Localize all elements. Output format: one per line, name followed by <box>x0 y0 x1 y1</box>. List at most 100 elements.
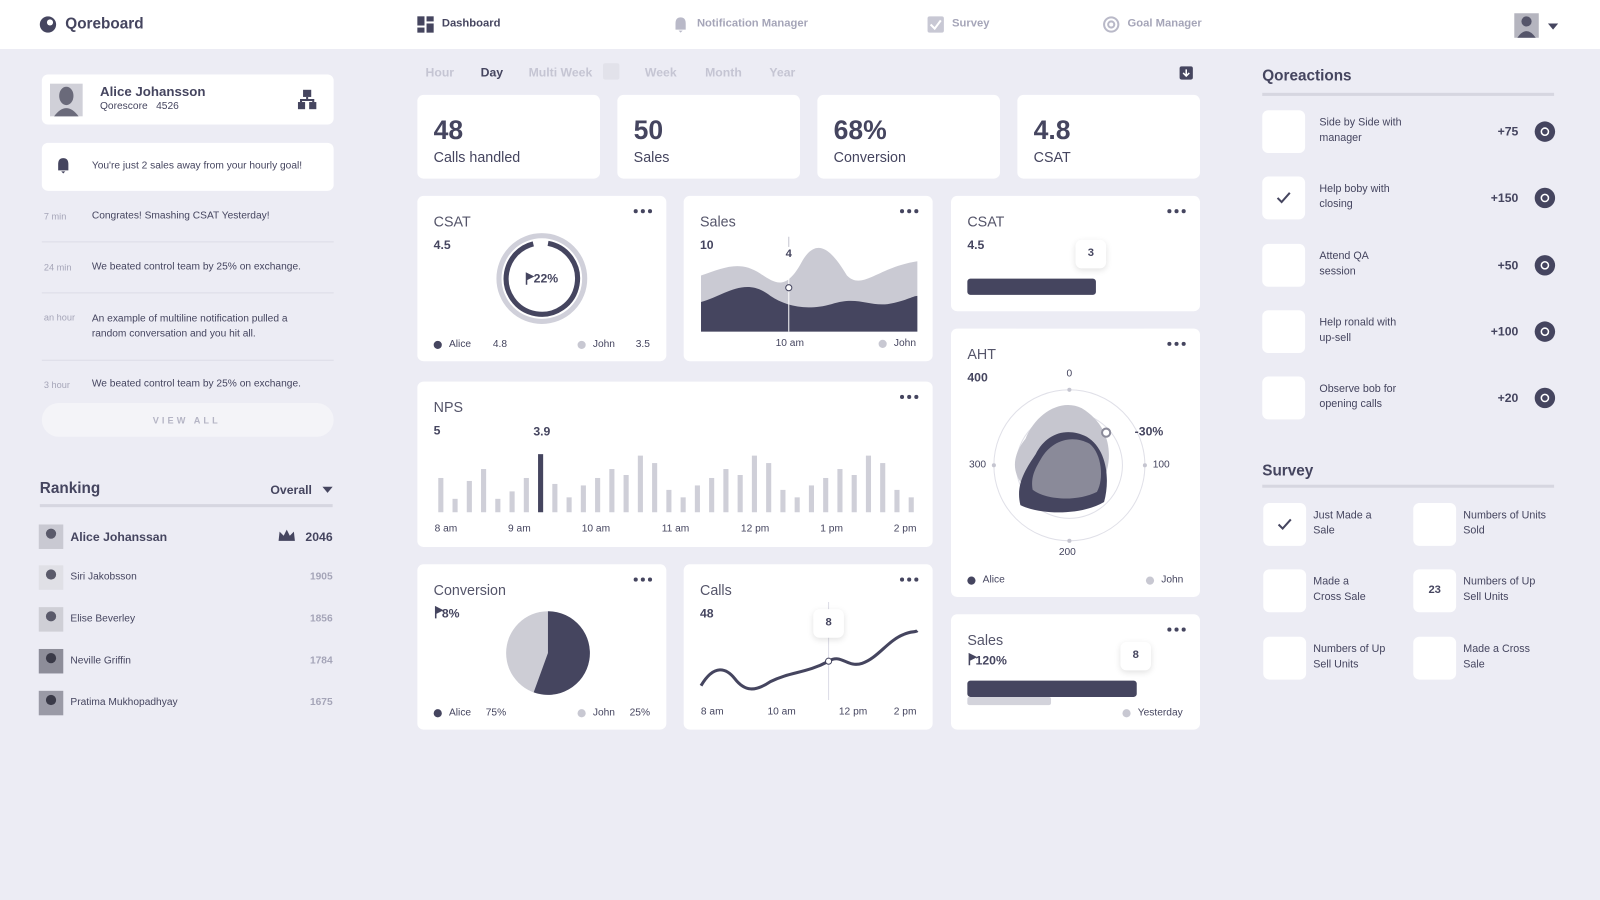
more-button[interactable] <box>899 577 919 584</box>
x-label: 8 am <box>434 523 458 535</box>
qoreaction-points: +75 <box>1497 124 1519 139</box>
kpi-label: Conversion <box>833 148 906 165</box>
x-label: 11 am <box>661 523 690 535</box>
marker-label: 4 <box>785 248 792 261</box>
more-dot <box>640 577 645 582</box>
highlight-label: 3.9 <box>533 424 551 439</box>
tab[interactable]: Year <box>769 65 796 80</box>
survey-checkbox[interactable] <box>1263 503 1307 546</box>
more-button[interactable] <box>633 577 653 584</box>
qoreaction-checkbox[interactable] <box>1262 243 1306 287</box>
more-button[interactable] <box>899 209 919 215</box>
survey-value: 23 <box>1428 584 1441 597</box>
widget-value: 10 <box>699 237 714 252</box>
widget-card <box>417 381 933 547</box>
qoreaction-text: Help boby with closing <box>1319 182 1390 211</box>
legend-value: 75% <box>485 707 507 719</box>
widget-title: NPS <box>433 398 464 415</box>
more-button[interactable] <box>1167 209 1186 215</box>
view-all-label[interactable]: VIEW ALL <box>152 414 221 426</box>
view-all-button[interactable] <box>41 403 334 437</box>
x-label: 1 pm <box>820 523 843 535</box>
widget-title: Sales <box>699 212 736 230</box>
rank-name: Elise Beverley <box>70 613 136 625</box>
widget-value: 5 <box>433 423 441 438</box>
survey-checkbox[interactable] <box>1263 569 1307 613</box>
nav-item[interactable]: Notification Manager <box>696 17 808 30</box>
legend-name: John <box>592 707 615 719</box>
survey-checkbox[interactable] <box>1413 569 1457 613</box>
x-label: 2 pm <box>893 523 917 535</box>
qoreaction-checkbox[interactable] <box>1262 376 1306 420</box>
x-label: 10 am <box>775 337 804 349</box>
more-dot <box>1181 341 1186 346</box>
more-dot <box>914 394 919 399</box>
marker-label: 8 <box>825 616 832 629</box>
survey-checkbox[interactable] <box>1413 503 1457 546</box>
legend-value: 4.8 <box>492 338 508 350</box>
survey-underline <box>1262 484 1555 488</box>
q-glyph <box>1540 127 1550 136</box>
q-button <box>1534 187 1556 209</box>
x-label: 12 pm <box>838 706 868 718</box>
tab[interactable]: Hour <box>425 65 455 80</box>
qoreaction-checkbox[interactable] <box>1262 310 1306 354</box>
tab[interactable]: Multi Week <box>528 65 593 80</box>
axis-label: 300 <box>969 459 987 471</box>
notification-text: We beated control team by 25% on exchang… <box>91 378 301 390</box>
widget-title: Calls <box>699 581 732 598</box>
more-button[interactable] <box>899 394 919 401</box>
qoreaction-text: Side by Side with manager <box>1319 116 1402 145</box>
widget-title: Conversion <box>433 581 506 598</box>
widget-title: CSAT <box>433 212 471 230</box>
notification-text: Congrates! Smashing CSAT Yesterday! <box>91 210 270 222</box>
nav-item[interactable]: Dashboard <box>441 17 501 30</box>
axis-label: 200 <box>1058 546 1076 559</box>
header-bar <box>0 0 1600 49</box>
qoreactions-title: Qoreactions <box>1262 67 1352 85</box>
filter-caret <box>322 486 333 493</box>
score-value: 4526 <box>156 101 179 113</box>
more-dot <box>899 209 905 214</box>
ranking-filter[interactable]: Overall <box>270 482 312 497</box>
kpi-label: Sales <box>633 148 670 165</box>
widget-value: 8% <box>441 605 460 621</box>
kpi-value: 4.8 <box>1033 114 1071 146</box>
marker-box <box>1120 641 1152 671</box>
donut-label: 22% <box>533 271 559 286</box>
legend-name: John <box>893 337 917 349</box>
legend-value: 25% <box>629 707 651 719</box>
x-label: 10 am <box>581 523 611 535</box>
more-dot <box>1167 209 1172 214</box>
nav-item[interactable]: Survey <box>952 17 990 30</box>
more-dot <box>1174 209 1179 214</box>
more-dot <box>1167 627 1172 632</box>
survey-text: Made a Cross Sale <box>1313 575 1366 604</box>
notification-time: 7 min <box>43 210 67 222</box>
crown-icon <box>278 529 295 541</box>
qoreaction-checkbox[interactable] <box>1262 110 1306 154</box>
tab[interactable]: Day <box>480 65 504 80</box>
more-dot <box>899 577 905 582</box>
q-button <box>1534 387 1556 409</box>
tab[interactable]: Month <box>705 65 742 80</box>
more-button[interactable] <box>1167 627 1186 634</box>
notification-time: an hour <box>43 311 76 323</box>
survey-checkbox[interactable] <box>1413 636 1457 680</box>
marker-label: 3 <box>1087 247 1094 260</box>
q-glyph <box>1540 327 1550 336</box>
nav-item[interactable]: Goal Manager <box>1127 17 1202 30</box>
rank-name: Alice Johanssan <box>70 529 168 544</box>
more-button[interactable] <box>633 209 653 215</box>
more-dot <box>914 209 919 214</box>
tab[interactable]: Week <box>644 65 677 80</box>
notification-time: 3 hour <box>43 379 70 390</box>
widget-title: AHT <box>967 345 996 362</box>
survey-text: Numbers of Up Sell Units <box>1313 642 1386 671</box>
more-dot <box>633 577 638 582</box>
change-label: -30% <box>1134 424 1164 439</box>
rank-name: Neville Griffin <box>70 655 131 667</box>
more-button[interactable] <box>1167 341 1186 348</box>
qoreaction-checkbox[interactable] <box>1262 176 1306 220</box>
survey-checkbox[interactable] <box>1263 636 1307 680</box>
